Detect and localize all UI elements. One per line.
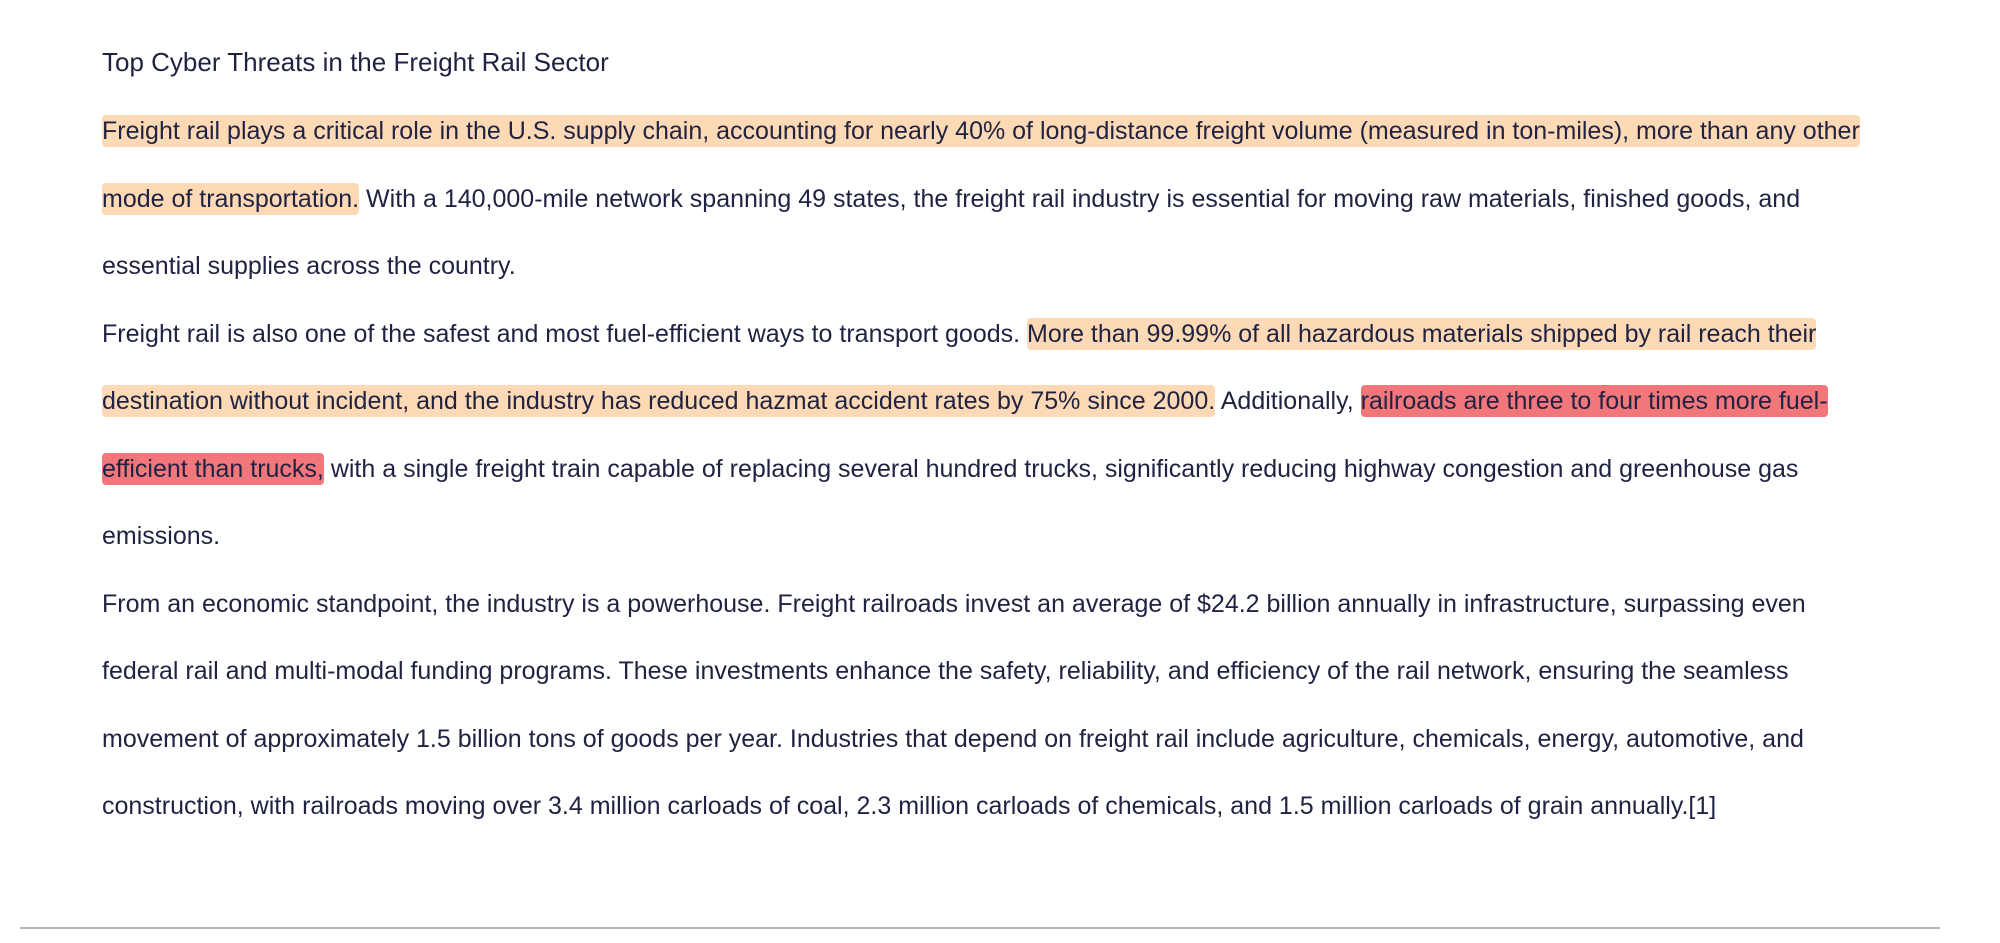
bottom-divider xyxy=(20,927,1940,929)
paragraph-text: From an economic standpoint, the industr… xyxy=(102,589,1806,821)
paragraph-2: Freight rail is also one of the safest a… xyxy=(102,301,1882,571)
document-title: Top Cyber Threats in the Freight Rail Se… xyxy=(102,47,609,77)
paragraph-3: From an economic standpoint, the industr… xyxy=(102,571,1882,841)
paragraph-text: Freight rail is also one of the safest a… xyxy=(102,319,1028,348)
paragraph-text: With a 140,000-mile network spanning 49 … xyxy=(102,184,1801,281)
document-body: Top Cyber Threats in the Freight Rail Se… xyxy=(102,40,1882,841)
paragraph-text: with a single freight train capable of r… xyxy=(102,454,1799,551)
paragraph-1: Freight rail plays a critical role in th… xyxy=(102,98,1882,301)
paragraph-text: Additionally, xyxy=(1215,387,1361,415)
